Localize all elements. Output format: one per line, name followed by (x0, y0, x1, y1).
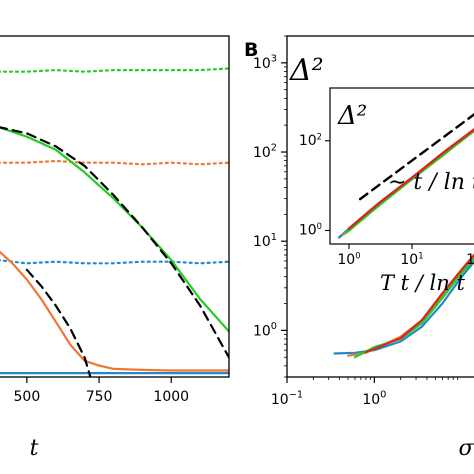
inset-title: Δ² (337, 101, 367, 131)
panel-a-x-tick-label: 1000 (153, 389, 189, 405)
inset-annotation: ∼ t / ln t (388, 170, 474, 195)
panel-a-x-label: t (30, 436, 39, 461)
panel-b-plot-area (333, 253, 474, 359)
panel-a-series-solid-4 (0, 250, 229, 372)
panel-a-series-dotted-1 (0, 159, 229, 166)
inset-x-tick-label: 100 (337, 251, 360, 268)
panel-b-x-tick-label: 10−1 (271, 390, 303, 408)
inset-series-dashed-4 (358, 113, 474, 201)
panel-b-x-label: σ (458, 436, 474, 461)
inset-series-solid-2 (344, 129, 474, 234)
panel-b-y-tick-label: 103 (253, 54, 277, 72)
panel-b-title: Δ² (289, 53, 324, 88)
inset-background (328, 90, 474, 242)
panel-b-inset: 100 101 10 100 102 Δ² ∼ t / ln t T t / ln t (299, 87, 474, 295)
panel-a-x-ticks: 500 750 1000 (14, 377, 189, 405)
panel-a-series-dotted-2 (0, 259, 229, 265)
inset-y-tick-label: 102 (299, 131, 322, 148)
panel-a-series-dotted-0 (0, 67, 229, 73)
inset-series-solid-3 (347, 128, 474, 230)
panel-a-series-dashed-7 (25, 268, 92, 377)
inset-plot-area (338, 113, 474, 239)
panel-a: 500 750 1000 t (0, 35, 230, 461)
panel-b-series-solid-2 (353, 257, 474, 359)
panel-b-series-solid-0 (333, 260, 474, 355)
panel-b-y-tick-label: 102 (253, 143, 277, 161)
panel-b-x-ticks: 10−1 100 (271, 377, 459, 408)
panel-b-y-tick-label: 100 (253, 321, 277, 339)
inset-y-tick-label: 100 (299, 221, 322, 238)
panel-a-series-dashed-6 (0, 126, 229, 359)
panel-a-x-tick-label: 500 (14, 389, 41, 405)
panel-b-series-solid-3 (364, 253, 474, 354)
inset-x-label: T t / ln t (380, 271, 465, 295)
panel-b-frame (286, 35, 474, 378)
inset-frame (329, 87, 474, 245)
inset-x-tick-label: 101 (400, 251, 423, 268)
panel-b-y-ticks: 100 101 102 103 (253, 35, 287, 378)
inset-x-tick-label: 10 (466, 252, 474, 268)
inset-ticks: 100 101 10 100 102 (299, 131, 474, 268)
panel-b-x-tick-label: 100 (362, 390, 386, 408)
panel-a-series-solid-3 (0, 126, 229, 333)
panel-b-y-tick-label: 101 (253, 232, 277, 250)
panel-a-x-tick-label: 750 (86, 389, 113, 405)
panel-a-plot-area (0, 67, 229, 377)
panel-a-frame (0, 35, 230, 378)
panel-b-letter: B (244, 39, 258, 61)
